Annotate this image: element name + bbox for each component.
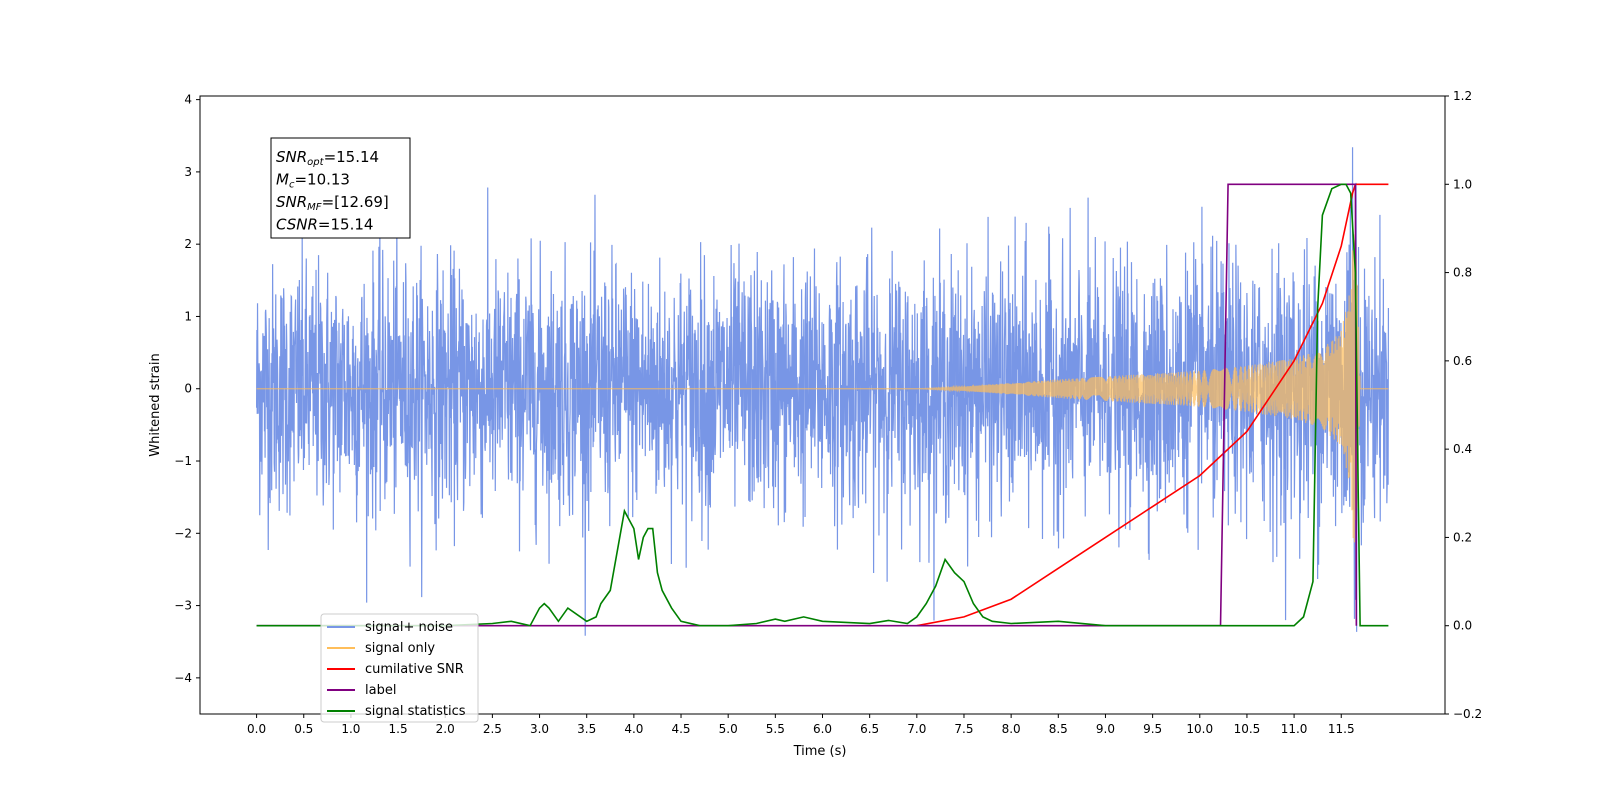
x-tick-label: 2.0 — [436, 722, 455, 736]
y-tick-label: 2 — [184, 237, 192, 251]
x-tick-label: 3.5 — [577, 722, 596, 736]
y-tick-label: −3 — [174, 599, 192, 613]
y2-tick-label: 0.2 — [1453, 530, 1472, 544]
annotation-line: CSNR=15.14 — [276, 216, 373, 234]
x-tick-label: 10.0 — [1186, 722, 1213, 736]
legend-label: signal+ noise — [365, 620, 453, 635]
legend: signal+ noise signal only cumilative SNR la… — [320, 613, 479, 723]
series-line-signal-noise — [255, 147, 1390, 636]
y2-tick-label: 0.4 — [1453, 442, 1472, 456]
x-tick-label: 11.5 — [1328, 722, 1355, 736]
legend-label: signal statistics — [365, 704, 466, 719]
y2-tick-label: 0.0 — [1453, 619, 1472, 633]
x-tick-label: 6.0 — [813, 722, 832, 736]
legend-label: signal only — [365, 641, 435, 656]
x-tick-label: 10.5 — [1234, 722, 1261, 736]
x-tick-label: 0.5 — [294, 722, 313, 736]
y-tick-label: 0 — [184, 382, 192, 396]
y2-tick-label: 0.8 — [1453, 266, 1472, 280]
x-tick-label: 8.5 — [1049, 722, 1068, 736]
y2-tick-label: 1.2 — [1453, 89, 1472, 103]
x-tick-label: 9.5 — [1143, 722, 1162, 736]
plot-area — [255, 147, 1390, 636]
x-tick-label: 9.0 — [1096, 722, 1115, 736]
x-tick-label: 11.0 — [1281, 722, 1308, 736]
x-tick-label: 3.0 — [530, 722, 549, 736]
x-tick-label: 0.0 — [247, 722, 266, 736]
x-tick-label: 7.0 — [907, 722, 926, 736]
y-tick-label: −2 — [174, 526, 192, 540]
y-tick-label: 3 — [184, 165, 192, 179]
y-tick-label: 1 — [184, 309, 192, 323]
y-axis-label: Whitened strain — [148, 353, 163, 456]
y2-tick-label: −0.2 — [1453, 707, 1482, 721]
y2-tick-label: 0.6 — [1453, 354, 1472, 368]
x-axis-label: Time (s) — [793, 744, 847, 759]
annotation-line: SNRMF=[12.69] — [276, 193, 389, 213]
x-tick-label: 1.5 — [389, 722, 408, 736]
x-tick-label: 5.5 — [766, 722, 785, 736]
annotation-line: SNRopt=15.14 — [276, 148, 379, 168]
y2-tick-label: 1.0 — [1453, 177, 1472, 191]
y-tick-label: −1 — [174, 454, 192, 468]
annotation-line: Mc=10.13 — [276, 171, 350, 191]
series-line-signal-statistics — [256, 183, 1389, 627]
x-tick-label: 4.5 — [671, 722, 690, 736]
legend-label: label — [365, 683, 396, 698]
x-tick-label: 6.5 — [860, 722, 879, 736]
series-line-signal-only — [256, 234, 1389, 543]
x-tick-label: 4.0 — [624, 722, 643, 736]
x-tick-label: 5.0 — [719, 722, 738, 736]
x-tick-label: 8.0 — [1002, 722, 1021, 736]
x-tick-label: 1.0 — [341, 722, 360, 736]
x-tick-label: 2.5 — [483, 722, 502, 736]
y-tick-label: 4 — [184, 93, 192, 107]
legend-label: cumilative SNR — [365, 662, 464, 677]
y-tick-label: −4 — [174, 671, 192, 685]
axes: 0.0 0.5 1.0 1.5 2.0 2.5 3.0 3.5 4.0 4.5 5.0 5.5 6.0 6… — [174, 89, 1482, 736]
x-tick-label: 7.5 — [954, 722, 973, 736]
